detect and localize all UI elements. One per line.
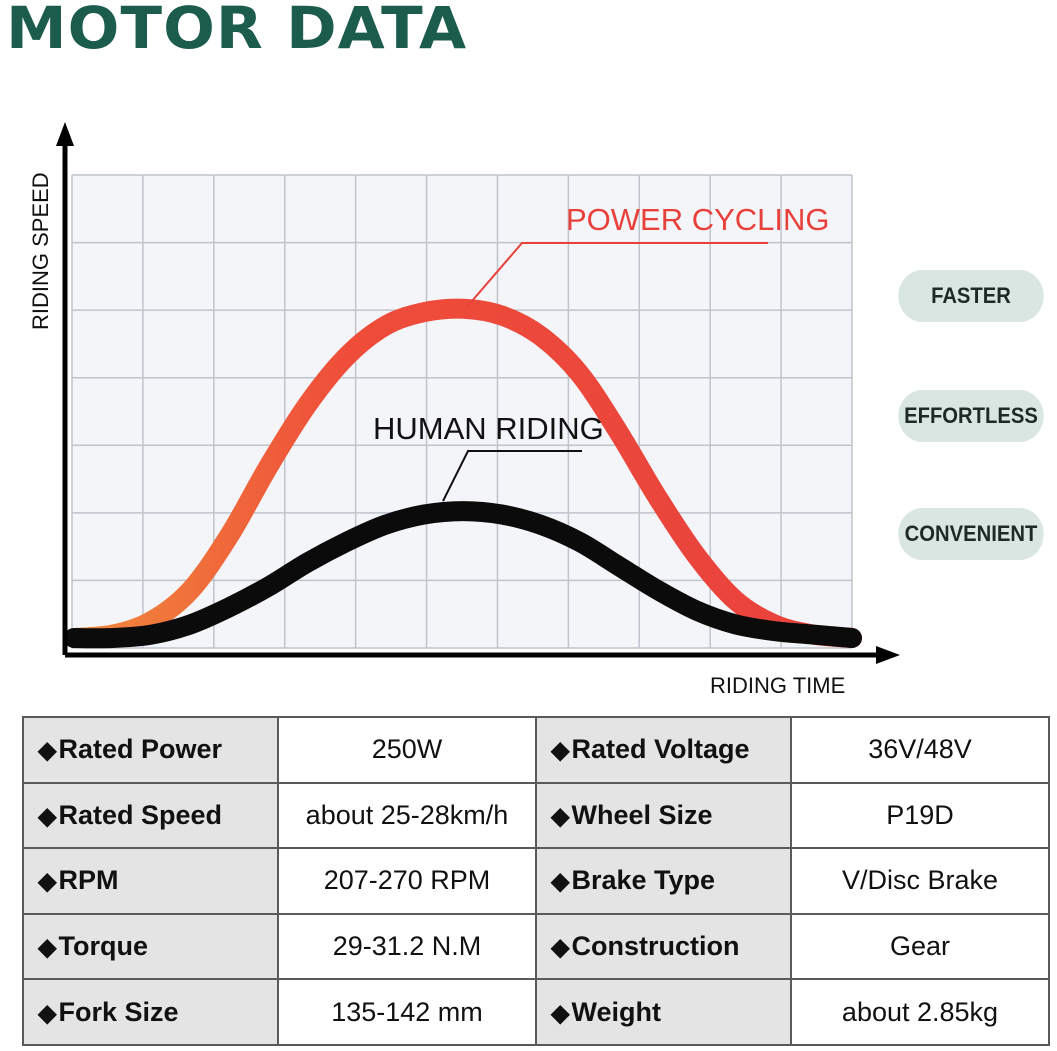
- diamond-bullet-icon: ◆: [551, 934, 570, 962]
- spec-label: ◆Fork Size: [22, 978, 279, 1046]
- spec-value: Gear: [790, 912, 1050, 981]
- spec-value: 135-142 mm: [277, 978, 537, 1046]
- spec-value: about 2.85kg: [790, 978, 1050, 1046]
- power-cycling-curve: [64, 298, 862, 648]
- diamond-bullet-icon: ◆: [38, 934, 57, 962]
- spec-label: ◆Torque: [22, 912, 279, 981]
- diamond-bullet-icon: ◆: [38, 802, 57, 830]
- spec-table: ◆Rated Power 250W ◆Rated Voltage 36V/48V…: [22, 716, 1050, 1046]
- spec-label: ◆Rated Power: [22, 716, 279, 784]
- spec-value: 207-270 RPM: [277, 847, 537, 915]
- table-row: ◆RPM 207-270 RPM ◆Brake Type V/Disc Brak…: [22, 847, 1050, 915]
- diamond-bullet-icon: ◆: [551, 868, 570, 896]
- spec-label: ◆Rated Speed: [22, 781, 279, 850]
- spec-label: ◆Weight: [535, 978, 792, 1046]
- diamond-bullet-icon: ◆: [551, 737, 570, 765]
- table-row: ◆Rated Speed about 25-28km/h ◆Wheel Size…: [22, 781, 1050, 850]
- y-axis-label: RIDING SPEED: [28, 172, 53, 330]
- spec-value: 29-31.2 N.M: [277, 912, 537, 981]
- diamond-bullet-icon: ◆: [38, 737, 57, 765]
- spec-value: 250W: [277, 716, 537, 784]
- spec-value: V/Disc Brake: [790, 847, 1050, 915]
- y-axis-arrow-icon: [56, 122, 74, 146]
- feature-pill-effortless: EFFORTLESS: [898, 390, 1044, 442]
- diamond-bullet-icon: ◆: [551, 802, 570, 830]
- table-row: ◆Rated Power 250W ◆Rated Voltage 36V/48V: [22, 716, 1050, 784]
- spec-label: ◆Rated Voltage: [535, 716, 792, 784]
- human-riding-leader: [442, 450, 582, 502]
- page-title: MOTOR DATA: [6, 0, 468, 62]
- spec-label: ◆Construction: [535, 912, 792, 981]
- table-row: ◆Torque 29-31.2 N.M ◆Construction Gear: [22, 912, 1050, 981]
- human-riding-curve: [64, 501, 862, 649]
- diamond-bullet-icon: ◆: [38, 868, 57, 896]
- chart-labels: RIDING SPEED RIDING TIME POWER CYCLING HUMA…: [28, 172, 845, 698]
- chart-curves: [64, 298, 862, 649]
- x-axis-arrow-icon: [876, 646, 900, 664]
- feature-pill-convenient: CONVENIENT: [898, 508, 1044, 560]
- power-cycling-leader: [466, 242, 768, 308]
- spec-label: ◆Brake Type: [535, 847, 792, 915]
- spec-label: ◆Wheel Size: [535, 781, 792, 850]
- spec-value: about 25-28km/h: [277, 781, 537, 850]
- chart-axes: [56, 122, 900, 664]
- human-riding-label: HUMAN RIDING: [373, 411, 604, 446]
- spec-value: P19D: [790, 781, 1050, 850]
- diamond-bullet-icon: ◆: [551, 999, 570, 1027]
- spec-value: 36V/48V: [790, 716, 1050, 784]
- feature-pill-faster: FASTER: [898, 270, 1044, 322]
- power-cycling-label: POWER CYCLING: [566, 202, 830, 237]
- riding-speed-chart: RIDING SPEED RIDING TIME POWER CYCLING HUMA…: [28, 122, 900, 698]
- spec-label: ◆RPM: [22, 847, 279, 915]
- table-row: ◆Fork Size 135-142 mm ◆Weight about 2.85…: [22, 978, 1050, 1046]
- x-axis-label: RIDING TIME: [710, 673, 845, 698]
- diamond-bullet-icon: ◆: [38, 999, 57, 1027]
